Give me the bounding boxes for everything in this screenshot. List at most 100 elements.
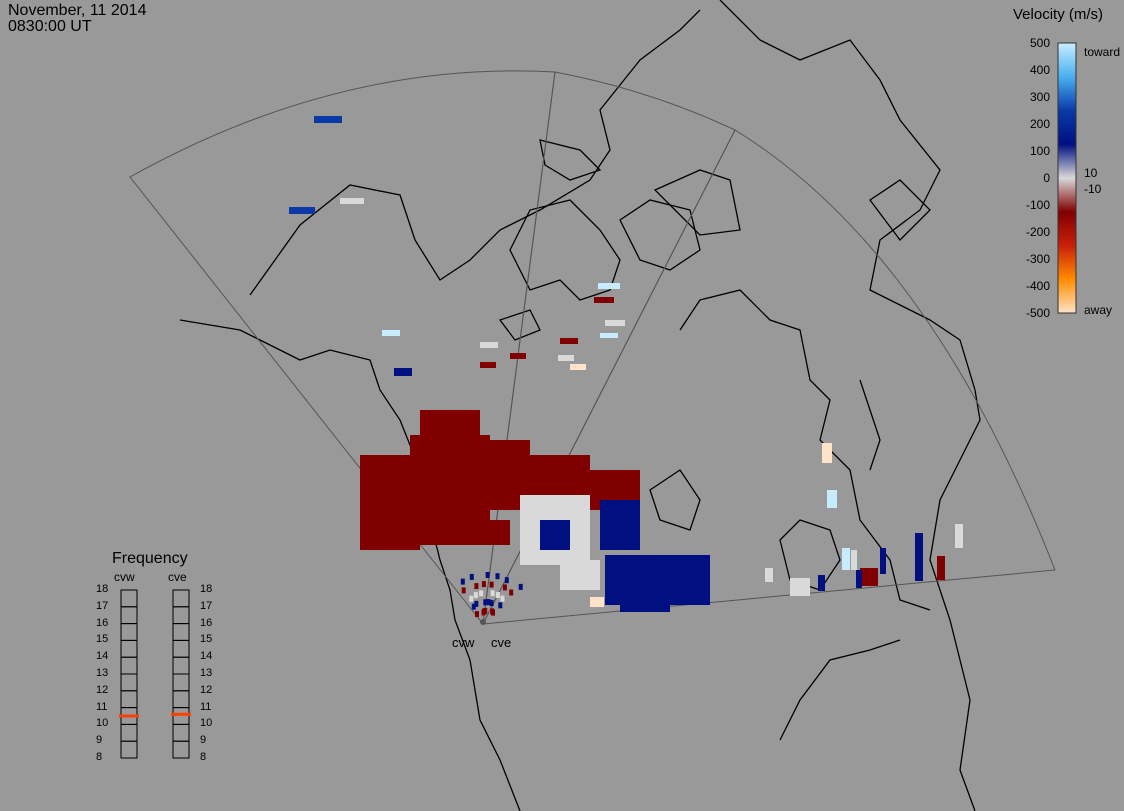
velocity-cell bbox=[605, 320, 625, 326]
freq-level-label: 11 bbox=[96, 700, 108, 713]
frequency-title: Frequency bbox=[112, 550, 188, 567]
velocity-tick-label: 0 bbox=[1043, 171, 1050, 185]
velocity-cell bbox=[483, 608, 488, 614]
velocity-cell bbox=[605, 555, 710, 605]
velocity-tick-label: -300 bbox=[1025, 252, 1050, 266]
velocity-cell bbox=[471, 603, 476, 610]
inner-label-plus10: 10 bbox=[1084, 166, 1098, 180]
velocity-cell bbox=[509, 589, 514, 596]
velocity-cell bbox=[842, 548, 850, 570]
freq-column-cve: cve bbox=[168, 570, 187, 584]
velocity-cell bbox=[558, 355, 574, 361]
freq-gauge-cell-cve bbox=[172, 606, 190, 625]
radar-label-cve: cve bbox=[491, 635, 512, 650]
date-label: November, 11 2014 bbox=[8, 2, 147, 19]
velocity-cell bbox=[489, 581, 494, 588]
freq-gauge-cell-cvw bbox=[120, 589, 138, 608]
freq-gauge-cell-cvw bbox=[120, 656, 138, 675]
velocity-cell bbox=[860, 568, 878, 586]
velocity-cell bbox=[590, 597, 604, 607]
velocity-cell bbox=[600, 500, 640, 550]
velocity-cell bbox=[620, 600, 670, 612]
velocity-cell bbox=[469, 573, 474, 580]
velocity-cell bbox=[489, 600, 494, 607]
freq-gauge-cell-cve bbox=[172, 690, 190, 709]
freq-level-label: 14 bbox=[96, 650, 109, 663]
freq-level-label: 17 bbox=[96, 599, 109, 612]
freq-gauge-cell-cve bbox=[172, 740, 190, 759]
velocity-cell bbox=[822, 443, 832, 463]
freq-gauge-cell-cvw bbox=[120, 639, 138, 658]
velocity-cell bbox=[600, 333, 618, 338]
velocity-cell bbox=[340, 198, 364, 204]
velocity-cell bbox=[481, 581, 486, 588]
freq-gauge-cell-cve bbox=[172, 656, 190, 675]
freq-level-label: 11 bbox=[200, 700, 212, 713]
velocity-cell bbox=[473, 592, 478, 599]
velocity-cell bbox=[504, 577, 509, 584]
velocity-cell bbox=[498, 602, 503, 609]
velocity-tick-label: 500 bbox=[1029, 36, 1050, 50]
velocity-cell bbox=[474, 583, 479, 590]
velocity-cell bbox=[430, 520, 510, 545]
freq-marker-cvw bbox=[119, 714, 139, 718]
freq-level-label: 15 bbox=[200, 633, 213, 646]
inner-label-minus10: -10 bbox=[1084, 182, 1102, 196]
freq-column-cvw: cvw bbox=[114, 570, 135, 584]
velocity-cell bbox=[851, 550, 857, 570]
freq-level-label: 8 bbox=[200, 751, 207, 763]
velocity-cell bbox=[491, 609, 495, 616]
radar-site-marker bbox=[480, 619, 486, 625]
freq-level-label: 14 bbox=[200, 650, 213, 663]
velocity-cell bbox=[382, 330, 400, 336]
freq-level-label: 10 bbox=[200, 717, 213, 730]
freq-gauge-cell-cve bbox=[172, 623, 190, 641]
velocity-scale-title: Velocity (m/s) bbox=[1013, 6, 1104, 23]
velocity-cell bbox=[483, 599, 488, 606]
velocity-cell bbox=[518, 583, 523, 590]
velocity-tick-label: -500 bbox=[1025, 306, 1050, 320]
velocity-tick-label: 300 bbox=[1029, 90, 1050, 104]
velocity-cell bbox=[570, 364, 586, 370]
velocity-cell bbox=[469, 595, 474, 602]
freq-level-label: 13 bbox=[200, 667, 213, 679]
velocity-cell bbox=[856, 570, 862, 588]
velocity-cell bbox=[502, 584, 507, 591]
velocity-cells bbox=[289, 116, 963, 618]
radar-label-cvw: cvw bbox=[452, 635, 475, 650]
velocity-tick-label: 100 bbox=[1029, 144, 1050, 158]
freq-gauge-cell-cvw bbox=[120, 723, 138, 742]
velocity-cell bbox=[594, 297, 614, 303]
velocity-cell bbox=[314, 116, 342, 123]
velocity-cell bbox=[394, 368, 412, 376]
velocity-cell bbox=[460, 578, 465, 585]
freq-level-label: 16 bbox=[96, 616, 109, 629]
freq-gauge-cell-cve bbox=[172, 707, 190, 725]
freq-gauge-cell-cvw bbox=[120, 690, 138, 709]
velocity-cell bbox=[495, 573, 500, 580]
freq-level-label: 9 bbox=[96, 734, 103, 747]
velocity-cell bbox=[490, 590, 495, 597]
freq-gauge-cell-cve bbox=[172, 673, 190, 692]
velocity-cell bbox=[510, 353, 526, 359]
velocity-cell bbox=[475, 611, 479, 618]
velocity-cell bbox=[765, 568, 773, 582]
freq-marker-cve bbox=[171, 712, 191, 716]
away-label: away bbox=[1084, 303, 1113, 317]
colorbar-gradient bbox=[1057, 42, 1077, 314]
freq-level-label: 9 bbox=[200, 734, 207, 747]
velocity-cell bbox=[915, 533, 923, 581]
freq-gauge-cell-cvw bbox=[120, 673, 138, 692]
radar-fov-outlines bbox=[129, 70, 1056, 626]
velocity-cell bbox=[790, 578, 810, 596]
velocity-cell bbox=[598, 283, 620, 289]
time-label: 0830:00 UT bbox=[8, 18, 92, 35]
velocity-cell bbox=[289, 207, 315, 214]
freq-gauge-cell-cve bbox=[172, 639, 190, 658]
freq-level-label: 17 bbox=[200, 599, 213, 612]
velocity-cell bbox=[479, 590, 484, 597]
velocity-cell bbox=[937, 556, 945, 580]
freq-gauge-cell-cve bbox=[172, 723, 190, 742]
velocity-cell bbox=[880, 548, 886, 574]
velocity-tick-label: 200 bbox=[1029, 117, 1050, 131]
